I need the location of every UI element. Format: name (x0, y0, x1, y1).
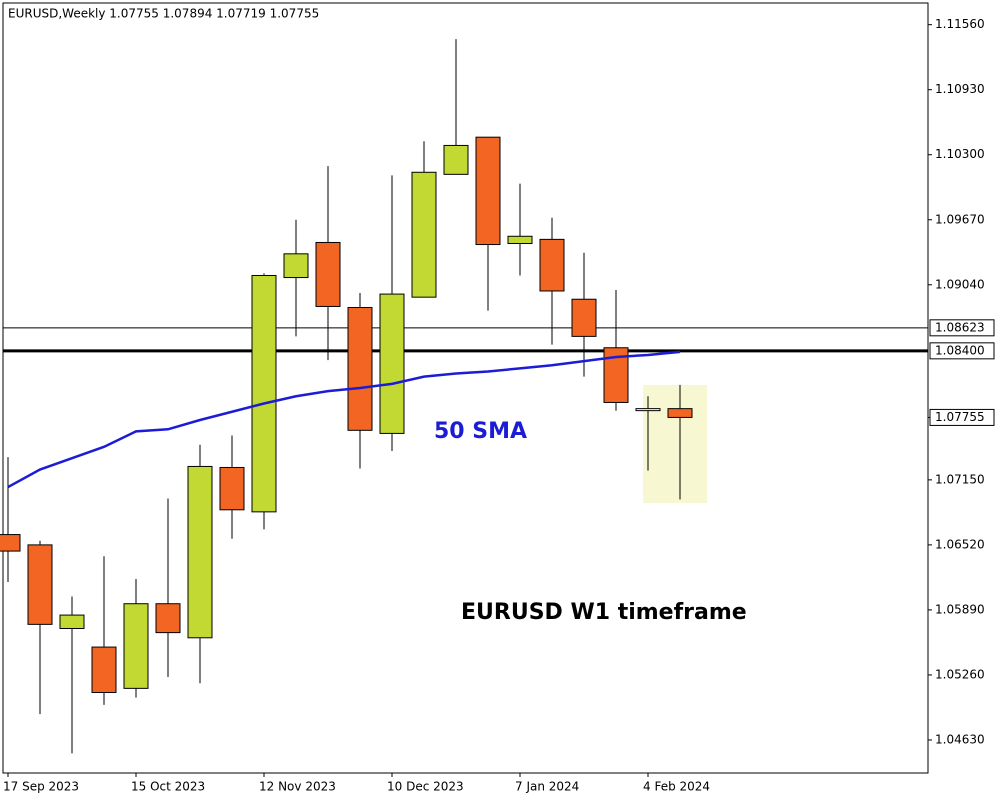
y-tick-label: 1.11560 (935, 17, 985, 31)
candle-body (315, 241, 341, 307)
y-tick-label: 1.07150 (935, 472, 985, 486)
x-tick-label: 7 Jan 2024 (515, 780, 579, 794)
candle-body (59, 614, 85, 629)
y-tick-label: 1.06520 (935, 537, 985, 551)
x-tick-label: 17 Sep 2023 (3, 780, 79, 794)
x-tick-label: 4 Feb 2024 (643, 780, 710, 794)
last-price-label: 1.07755 (935, 410, 985, 424)
chart-title: EURUSD,Weekly 1.07755 1.07894 1.07719 1.… (8, 7, 319, 21)
level-label-box (929, 319, 995, 337)
y-tick-label: 1.09670 (935, 212, 985, 226)
y-tick-label: 1.09040 (935, 277, 985, 291)
candle-body (187, 465, 213, 639)
level-label-box (929, 342, 995, 360)
candle-body (123, 603, 149, 689)
candle-body (443, 144, 469, 175)
y-tick-label: 1.10300 (935, 147, 985, 161)
candle-body (283, 253, 309, 279)
candle-body (155, 603, 181, 634)
y-tick-label: 1.05890 (935, 602, 985, 616)
level-label: 1.08400 (935, 343, 985, 357)
highlight-box (643, 385, 707, 503)
plot-frame (2, 2, 929, 774)
candle-body (27, 544, 53, 625)
y-tick-label: 1.04630 (935, 732, 985, 746)
candle-body (635, 408, 661, 412)
level-label: 1.08623 (935, 320, 985, 334)
candle-body (347, 306, 373, 431)
x-tick-label: 12 Nov 2023 (259, 780, 336, 794)
candle-body (91, 646, 117, 693)
candle-body (539, 238, 565, 292)
y-tick-label: 1.05260 (935, 667, 985, 681)
candle-body (571, 298, 597, 337)
candle-body (251, 274, 277, 513)
candle-body (411, 171, 437, 298)
candle-body (507, 235, 533, 244)
last-price-box (929, 408, 995, 426)
sma-label: 50 SMA (434, 419, 527, 444)
x-tick-label: 10 Dec 2023 (387, 780, 464, 794)
annotation: EURUSD W1 timeframe (461, 600, 747, 625)
candle-body (475, 136, 501, 246)
candle-body (0, 534, 21, 552)
y-tick-label: 1.10930 (935, 82, 985, 96)
candle-body (379, 293, 405, 434)
candle-body (667, 408, 693, 418)
x-tick-label: 15 Oct 2023 (131, 780, 205, 794)
sma-line (7, 350, 681, 489)
candle-body (219, 466, 245, 511)
